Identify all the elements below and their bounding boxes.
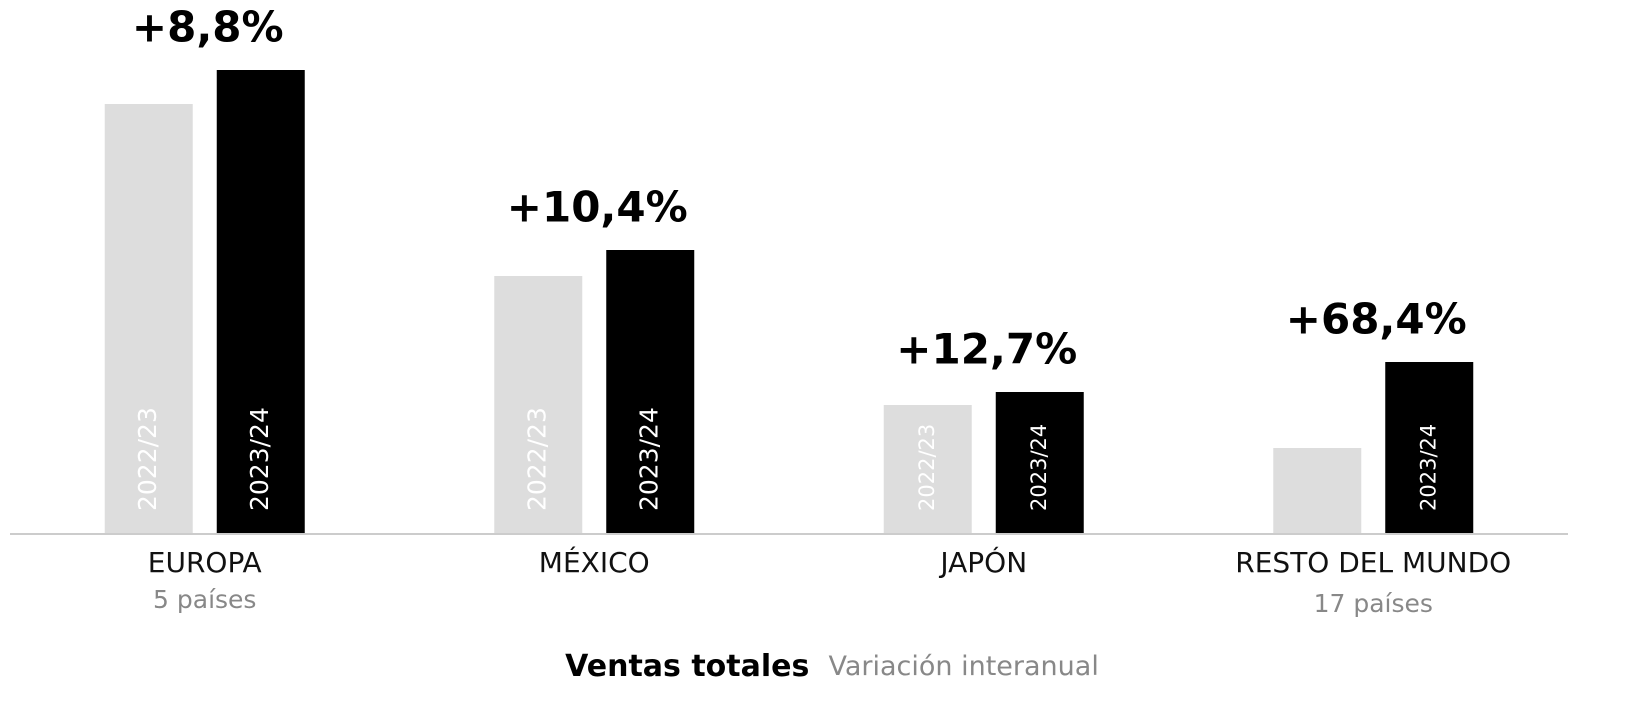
bar-series-label: 2022/23 — [522, 407, 551, 511]
bar-series-label: 2023/24 — [245, 407, 274, 511]
bar-series-label: 2023/24 — [634, 407, 663, 511]
change-label: +8,8% — [132, 3, 284, 52]
bar — [1385, 362, 1474, 533]
category-label: EUROPA — [148, 546, 262, 579]
bar-series-label: 2023/24 — [1416, 424, 1440, 511]
footer: Ventas totales Variación interanual — [565, 649, 1099, 684]
bar-series-label: 2022/23 — [915, 424, 939, 511]
bar — [995, 392, 1084, 533]
change-label: +12,7% — [896, 325, 1077, 374]
bar — [1273, 448, 1362, 533]
change-label: +10,4% — [507, 183, 688, 232]
category-sublabel: 17 países — [1314, 589, 1433, 618]
category-sublabel: 5 países — [153, 585, 256, 614]
category-label: MÉXICO — [539, 545, 650, 579]
category-label: JAPÓN — [938, 545, 1027, 579]
bar — [606, 250, 695, 533]
category-label: RESTO DEL MUNDO — [1235, 546, 1511, 579]
chart-subtitle: Variación interanual — [828, 651, 1098, 682]
bar-series-label: 2023/24 — [1027, 424, 1051, 511]
bar — [883, 405, 972, 533]
bar — [216, 70, 305, 533]
change-label: +68,4% — [1286, 295, 1467, 344]
bar-series-label: 2022/23 — [133, 407, 162, 511]
chart-title: Ventas totales — [565, 649, 809, 684]
bar — [104, 104, 193, 533]
bar — [494, 276, 583, 533]
